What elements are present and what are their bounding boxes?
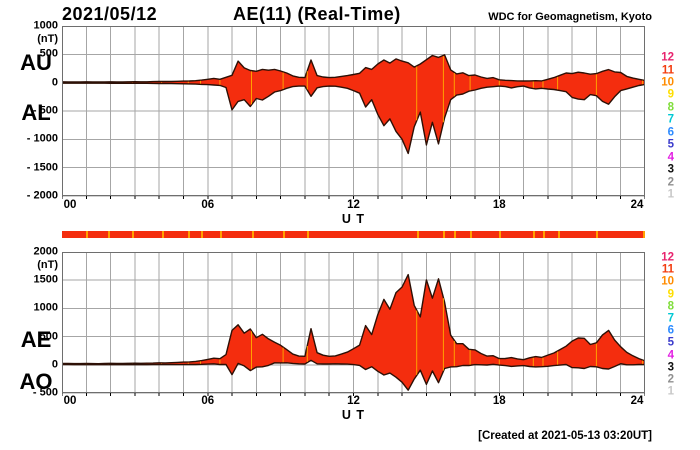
station-number: 11 (661, 263, 674, 276)
y-tick-label: - 2000 (26, 189, 58, 202)
station-number: 7 (667, 113, 674, 126)
y-tick-label: 0 (51, 76, 58, 89)
bar-gap-tick (251, 231, 254, 238)
x-tick-label: 18 (492, 395, 506, 407)
bar-gap-tick (533, 231, 536, 238)
station-number: 9 (667, 288, 674, 301)
au-al-chart (62, 26, 645, 199)
station-number: 3 (667, 361, 674, 374)
y-tick-label: - 500 (32, 104, 58, 117)
created-timestamp: [Created at 2021-05-13 03:20UT] (478, 430, 652, 442)
bar-gap-tick (219, 231, 222, 238)
station-number: 10 (661, 275, 674, 288)
station-number: 3 (667, 163, 674, 176)
availability-bar (62, 231, 645, 238)
bar-gap-tick (132, 231, 135, 238)
x-tick-label: 24 (630, 395, 644, 407)
page-title: AE(11) (Real-Time) (233, 4, 401, 24)
bar-gap-tick (307, 231, 310, 238)
au-label: AU (20, 50, 52, 75)
y-tick-label: 500 (39, 47, 58, 60)
plot-date: 2021/05/12 (62, 4, 158, 24)
station-number: 8 (667, 300, 674, 313)
station-number: 1 (667, 385, 674, 398)
ae-label: AE (20, 327, 52, 352)
x-tick-label: 12 (347, 199, 360, 211)
station-number: 2 (667, 176, 674, 188)
ut-axis-label: U T (341, 212, 366, 226)
bar-gap-tick (642, 231, 645, 238)
bar-gap-tick (443, 231, 446, 238)
station-number: 7 (667, 312, 674, 325)
station-number: 6 (667, 324, 674, 337)
bar-gap-tick (86, 231, 89, 238)
x-tick-label: 00 (63, 199, 77, 211)
unit-label: (nT) (37, 33, 58, 45)
station-number: 12 (661, 251, 674, 264)
bar-gap-tick (283, 231, 286, 238)
y-tick-label: - 500 (32, 386, 58, 399)
y-tick-label: 1500 (33, 273, 58, 286)
y-tick-label: 0 (51, 358, 58, 371)
x-tick-label: 00 (63, 395, 77, 407)
bar-gap-tick (454, 231, 457, 238)
y-tick-label: 500 (39, 330, 58, 343)
bar-gap-tick (543, 231, 545, 238)
station-number: 11 (661, 64, 674, 76)
station-number: 5 (667, 336, 674, 349)
station-number: 4 (667, 151, 674, 164)
bar-gap-tick (188, 231, 191, 238)
ao-label: AO (19, 369, 53, 394)
bar-gap-tick (499, 231, 502, 238)
ut-axis-label: U T (341, 408, 366, 422)
y-tick-label: 2000 (33, 245, 58, 258)
y-tick-label: - 1000 (26, 132, 58, 145)
ae-ao-chart (62, 252, 645, 396)
al-label: AL (21, 100, 51, 125)
station-number: 10 (661, 76, 674, 89)
station-number: 12 (661, 51, 674, 64)
unit-label: (nT) (37, 259, 58, 271)
station-number: 6 (667, 126, 674, 139)
station-number: 4 (667, 349, 674, 362)
station-number: 1 (667, 188, 674, 201)
bar-gap-tick (108, 231, 111, 238)
y-tick-label: - 1500 (26, 161, 58, 174)
bar-gap-tick (161, 231, 164, 238)
station-number: 2 (667, 373, 674, 386)
y-tick-label: 1000 (33, 301, 58, 314)
station-number: 5 (667, 138, 674, 151)
y-tick-label: 1000 (33, 19, 58, 32)
x-tick-label: 24 (630, 199, 644, 211)
station-number: 8 (667, 101, 674, 114)
bar-gap-tick (557, 231, 560, 238)
bar-gap-tick (470, 231, 473, 238)
x-tick-label: 18 (492, 199, 506, 211)
x-tick-label: 12 (347, 395, 360, 407)
x-tick-label: 06 (201, 199, 215, 211)
x-tick-label: 06 (201, 395, 215, 407)
data-source: WDC for Geomagnetism, Kyoto (488, 11, 652, 23)
bar-gap-tick (200, 231, 203, 238)
bar-gap-tick (596, 231, 599, 238)
bar-gap-tick (416, 231, 419, 238)
station-number: 9 (667, 88, 674, 101)
